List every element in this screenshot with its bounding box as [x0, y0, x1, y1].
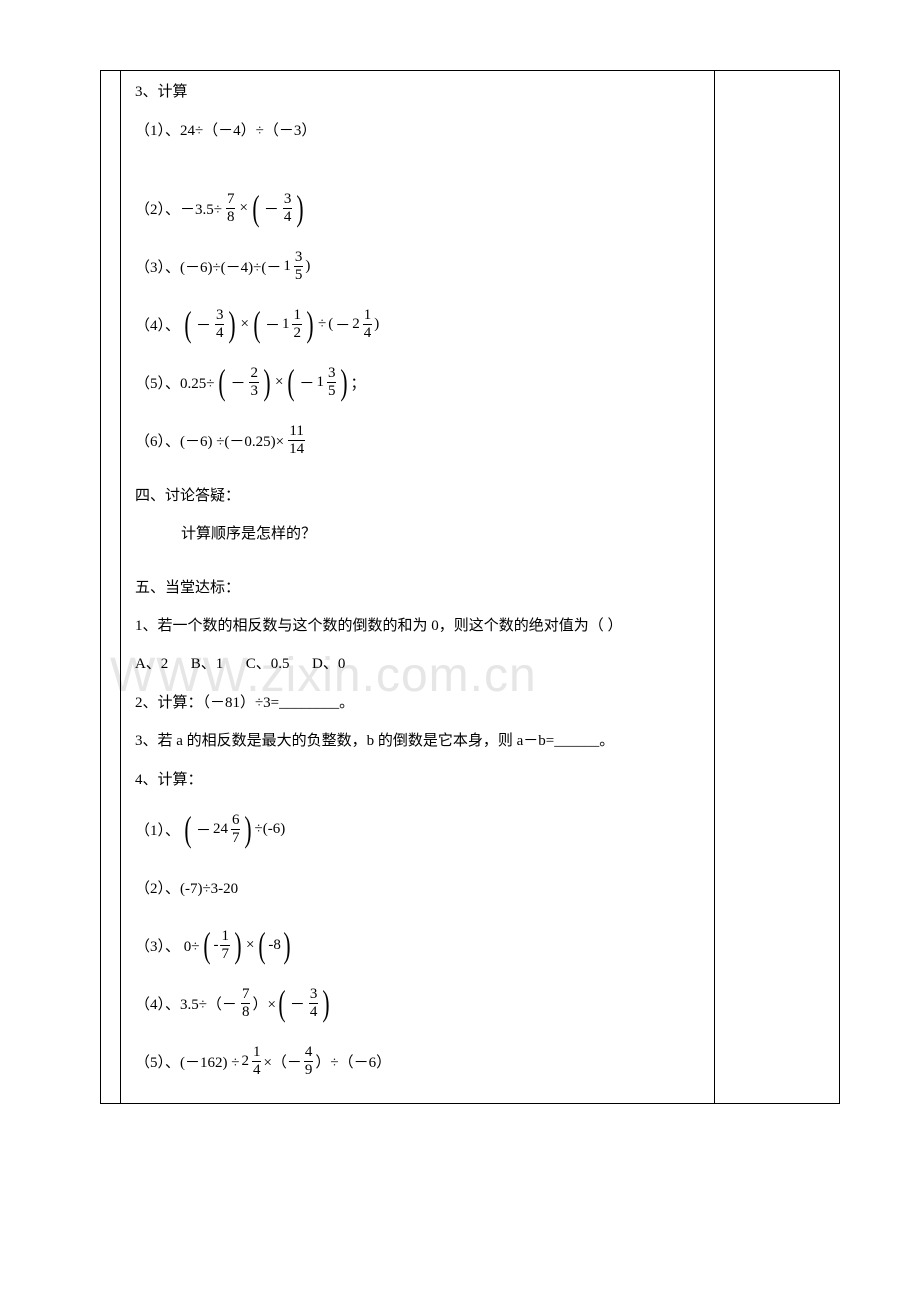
q3-item-3: （3）、(－6)÷(－4)÷(－ 135 ) — [135, 244, 702, 288]
q3-item-4: （4）、 (－34) × (－112) ÷ (－ 214 ) — [135, 302, 702, 346]
page-container: 3、计算 （1）、24÷（－4）÷（－3） （2）、－3.5÷ 78 × (－3… — [0, 0, 920, 1104]
q3-item-5: （5）、0.25÷ (－23) × (－135) ； — [135, 360, 702, 404]
q5-calc-4: （4）、3.5÷（－ 78 ）× (－34) — [135, 981, 702, 1025]
q3-header: 3、计算 — [135, 81, 702, 104]
paren-group: (－34) — [250, 190, 307, 226]
section-4-title: 四、讨论答疑： — [135, 484, 702, 505]
q5-calc-3: （3）、 0÷ (-17) × (-8) — [135, 923, 702, 967]
q5-calc-1: （1）、 (－2467) ÷(-6) — [135, 807, 702, 851]
q3-item-6: （6）、(－6) ÷(－0.25)× 1114 — [135, 418, 702, 462]
q5-1: 1、若一个数的相反数与这个数的倒数的和为 0，则这个数的绝对值为（ ） — [135, 615, 702, 638]
section-4-question: 计算顺序是怎样的？ — [135, 523, 702, 546]
q3-item-2: （2）、－3.5÷ 78 × (－34) — [135, 186, 702, 230]
layout-table: 3、计算 （1）、24÷（－4）÷（－3） （2）、－3.5÷ 78 × (－3… — [100, 70, 840, 1104]
section-5-title: 五、当堂达标： — [135, 576, 702, 597]
q5-calc-2: （2）、(-7)÷3-20 — [135, 865, 702, 909]
q5-4: 4、计算： — [135, 769, 702, 792]
q5-2: 2、计算：（－81）÷3=________。 — [135, 692, 702, 715]
q5-calc-5: （5）、(－162) ÷ 214 ×（－ 49 ）÷（－6） — [135, 1039, 702, 1083]
fraction-11-14: 1114 — [288, 424, 305, 457]
fraction-7-8: 78 — [226, 192, 236, 225]
q3-item-1: （1）、24÷（－4）÷（－3） — [135, 120, 702, 143]
mixed-1-3-5: 135 — [283, 250, 305, 283]
left-margin-cell — [101, 71, 121, 1104]
right-margin-cell — [715, 71, 840, 1104]
main-content-cell: 3、计算 （1）、24÷（－4）÷（－3） （2）、－3.5÷ 78 × (－3… — [120, 71, 714, 1104]
q5-1-choices: A、2 B、1 C、0.5 D、0 — [135, 653, 702, 676]
q5-3: 3、若 a 的相反数是最大的负整数，b 的倒数是它本身，则 a－b=______… — [135, 730, 702, 753]
